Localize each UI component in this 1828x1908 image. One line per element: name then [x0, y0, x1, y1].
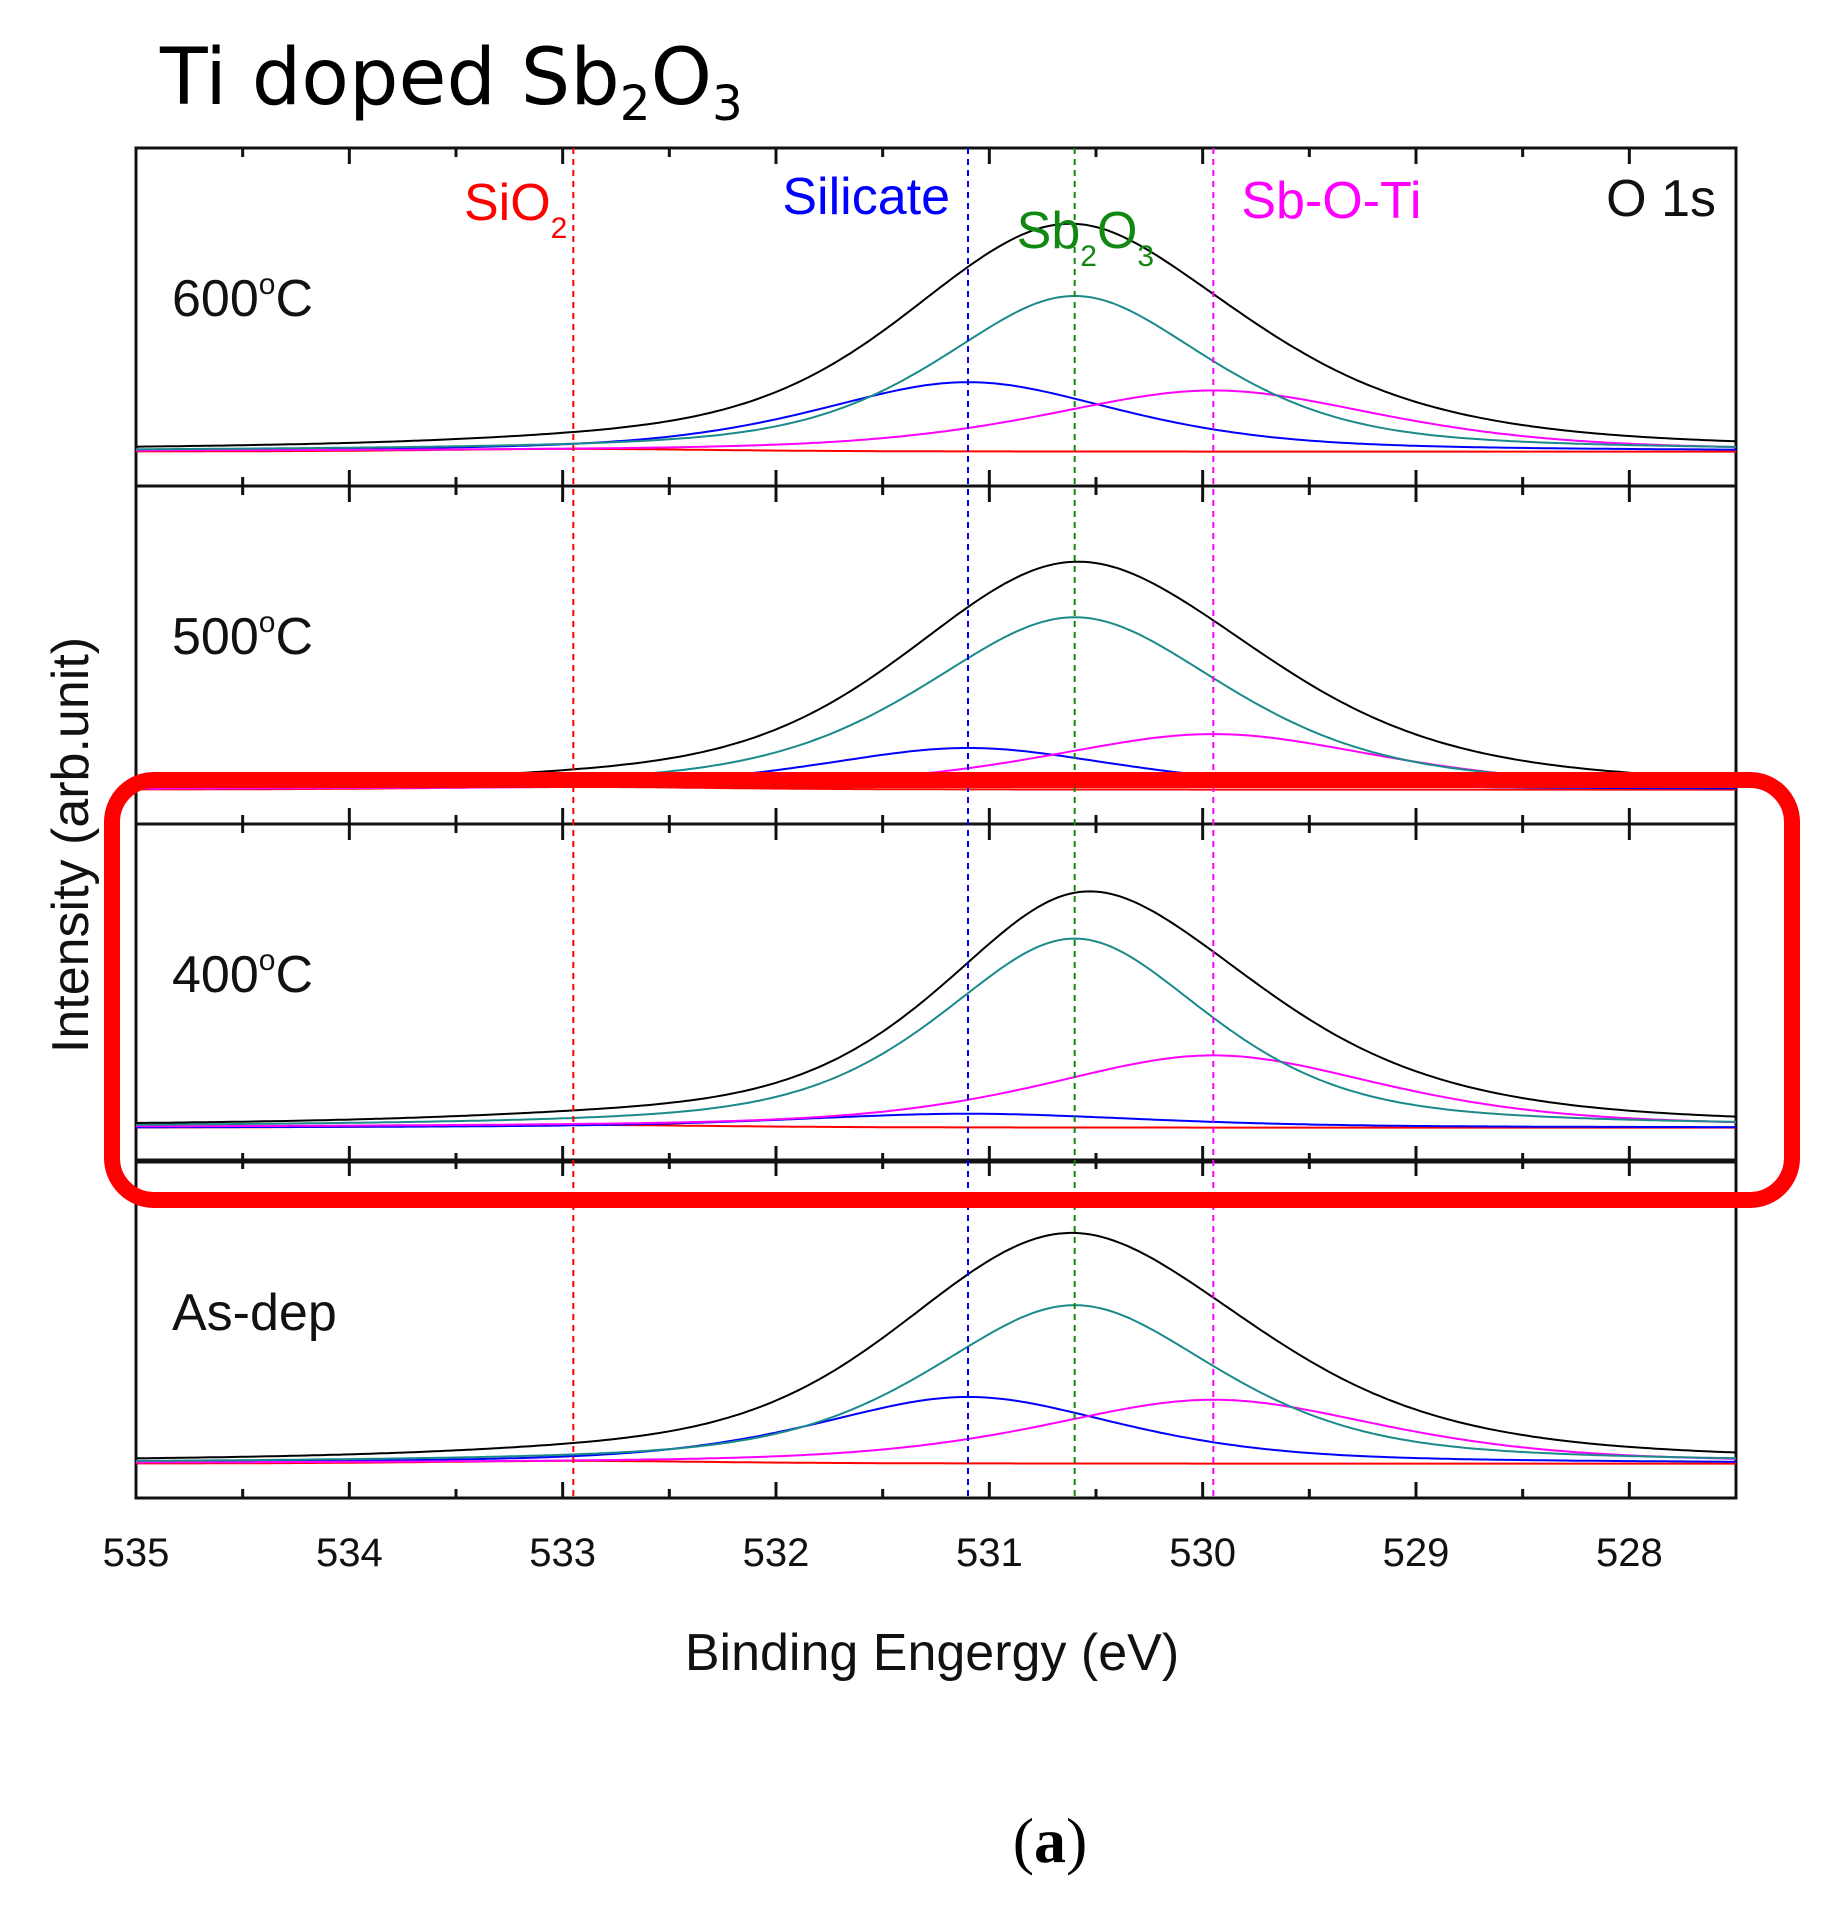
series-envelope-line	[135, 890, 1737, 1124]
panel-label-unit: C	[275, 270, 313, 328]
x-tick-label: 529	[1383, 1531, 1450, 1575]
series-sb-o-ti-line	[136, 1054, 1737, 1128]
reference-label-2: Sb2O3	[1017, 202, 1154, 273]
panel-label-value: 500	[172, 608, 259, 666]
panel-frame	[134, 822, 1738, 1164]
x-axis-title: Binding Engergy (eV)	[685, 1624, 1179, 1682]
plot-area: 600oC500oC400oCAs-depSiO2SilicateSb2O3Sb…	[103, 146, 1800, 1575]
panel-label: 500oC	[172, 606, 313, 666]
reference-label-sub: 2	[551, 212, 568, 245]
figure-title-main: Ti doped Sb	[159, 33, 620, 123]
series-envelope-line	[136, 1231, 1737, 1460]
x-tick-label: 531	[956, 1531, 1023, 1575]
x-tick-label: 528	[1596, 1531, 1663, 1575]
panel-label: 400oC	[172, 944, 313, 1004]
reference-label-sub2: 3	[1137, 240, 1154, 273]
series-sb2o3-line	[135, 1304, 1737, 1462]
series-envelope-line	[135, 222, 1737, 448]
panel-label-degree: o	[259, 606, 276, 639]
series-envelope-line	[135, 560, 1737, 786]
series-silicate-line	[136, 1112, 1736, 1129]
reference-label-0: SiO2	[464, 174, 567, 245]
panel-label-value: 600	[172, 270, 259, 328]
figure-title: Ti doped Sb2O3	[159, 33, 743, 132]
x-tick-label: 534	[316, 1531, 383, 1575]
caption-letter: a	[1034, 1805, 1066, 1876]
reference-label-3: Sb-O-Ti	[1241, 172, 1421, 230]
reference-label-1: Silicate	[782, 168, 950, 226]
figure-title-sub2: 3	[712, 76, 743, 132]
corner-label: O 1s	[1606, 170, 1716, 228]
x-tick-label: 532	[743, 1531, 810, 1575]
panel-label-unit: C	[275, 946, 313, 1004]
reference-label-text: Sb-O-Ti	[1241, 172, 1421, 230]
panel-2: 400oC	[134, 822, 1738, 1164]
panel-label: As-dep	[172, 1284, 337, 1342]
figure-title-mid: O	[651, 33, 712, 123]
x-tick-label: 535	[103, 1531, 170, 1575]
figure-title-sub1: 2	[620, 76, 651, 132]
caption-close: )	[1066, 1805, 1087, 1876]
reference-label-text: Silicate	[782, 168, 950, 226]
reference-label-text: SiO	[464, 174, 551, 232]
panel-label-value: 400	[172, 946, 259, 1004]
y-axis-title: Intensity (arb.unit)	[42, 637, 100, 1053]
series-sb2o3-line	[136, 294, 1736, 451]
series-sb-o-ti-line	[136, 389, 1737, 452]
caption-open: (	[1013, 1805, 1034, 1876]
panel-label: 600oC	[172, 268, 313, 328]
highlight-box	[104, 772, 1800, 1208]
series-sb-o-ti-line	[135, 1398, 1737, 1464]
x-tick-label: 530	[1169, 1531, 1236, 1575]
series-sb2o3-line	[136, 616, 1737, 788]
panel-3: As-dep	[134, 1158, 1738, 1500]
reference-label-text2: O	[1097, 202, 1137, 260]
reference-label-text: Sb	[1017, 202, 1081, 260]
panel-label-value: As-dep	[172, 1284, 337, 1342]
panel-label-unit: C	[275, 608, 313, 666]
panel-label-degree: o	[259, 944, 276, 977]
x-tick-label: 533	[529, 1531, 596, 1575]
series-silicate-line	[136, 1395, 1736, 1463]
reference-label-sub: 2	[1080, 240, 1097, 273]
panel-frame	[134, 1158, 1738, 1500]
panel-label-degree: o	[259, 268, 276, 301]
figure-caption: (a)	[1013, 1805, 1088, 1876]
series-sb2o3-line	[136, 937, 1737, 1126]
